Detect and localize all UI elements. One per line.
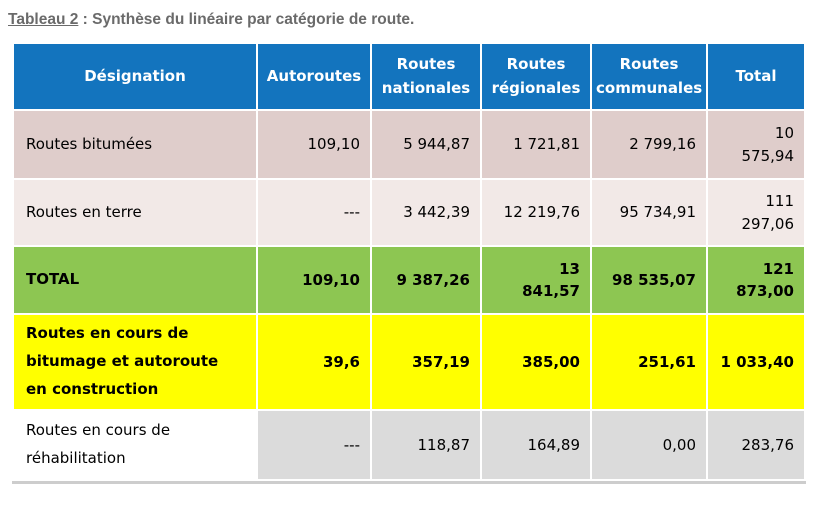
row-label-total: TOTAL	[14, 247, 256, 313]
row-label: Routes en cours de bitumage et autoroute…	[14, 315, 256, 409]
value-cell: 0,00	[592, 411, 706, 479]
value-cell: 111 297,06	[708, 180, 804, 245]
column-header-designation: Désignation	[14, 44, 256, 109]
value-cell: ---	[258, 411, 370, 479]
value-cell: 109,10	[258, 111, 370, 178]
table-row-routes-en-cours-rehabilitation: Routes en cours de réhabilitation --- 11…	[14, 411, 804, 479]
row-label: Routes en cours de réhabilitation	[14, 411, 256, 479]
value-cell: 251,61	[592, 315, 706, 409]
value-cell: 121 873,00	[708, 247, 804, 313]
value-cell: 283,76	[708, 411, 804, 479]
page-title: Tableau 2 : Synthèse du linéaire par cat…	[0, 0, 822, 30]
value-cell: 12 219,76	[482, 180, 590, 245]
value-cell: 3 442,39	[372, 180, 480, 245]
value-cell: 5 944,87	[372, 111, 480, 178]
value-cell: 109,10	[258, 247, 370, 313]
value-cell: 13 841,57	[482, 247, 590, 313]
route-summary-table: Désignation Autoroutes Routes nationales…	[12, 42, 806, 484]
row-label: Routes bitumées	[14, 111, 256, 178]
table-header-row: Désignation Autoroutes Routes nationales…	[14, 44, 804, 109]
value-cell: 98 535,07	[592, 247, 706, 313]
table-row-total: TOTAL 109,10 9 387,26 13 841,57 98 535,0…	[14, 247, 804, 313]
table-number-label: Tableau 2	[8, 11, 79, 28]
value-cell: 39,6	[258, 315, 370, 409]
column-header-total: Total	[708, 44, 804, 109]
value-cell: 2 799,16	[592, 111, 706, 178]
value-cell: 1 721,81	[482, 111, 590, 178]
row-label: Routes en terre	[14, 180, 256, 245]
column-header-routes-nationales: Routes nationales	[372, 44, 480, 109]
value-cell: 1 033,40	[708, 315, 804, 409]
table-row-routes-bitumees: Routes bitumées 109,10 5 944,87 1 721,81…	[14, 111, 804, 178]
value-cell: 95 734,91	[592, 180, 706, 245]
column-header-routes-communales: Routes communales	[592, 44, 706, 109]
table-row-routes-en-cours-bitumage: Routes en cours de bitumage et autoroute…	[14, 315, 804, 409]
column-header-routes-regionales: Routes régionales	[482, 44, 590, 109]
column-header-autoroutes: Autoroutes	[258, 44, 370, 109]
value-cell: 385,00	[482, 315, 590, 409]
value-cell: 9 387,26	[372, 247, 480, 313]
value-cell: 357,19	[372, 315, 480, 409]
value-cell: 10 575,94	[708, 111, 804, 178]
table-row-routes-en-terre: Routes en terre --- 3 442,39 12 219,76 9…	[14, 180, 804, 245]
value-cell: ---	[258, 180, 370, 245]
table-title-text: : Synthèse du linéaire par catégorie de …	[78, 11, 415, 28]
value-cell: 118,87	[372, 411, 480, 479]
value-cell: 164,89	[482, 411, 590, 479]
